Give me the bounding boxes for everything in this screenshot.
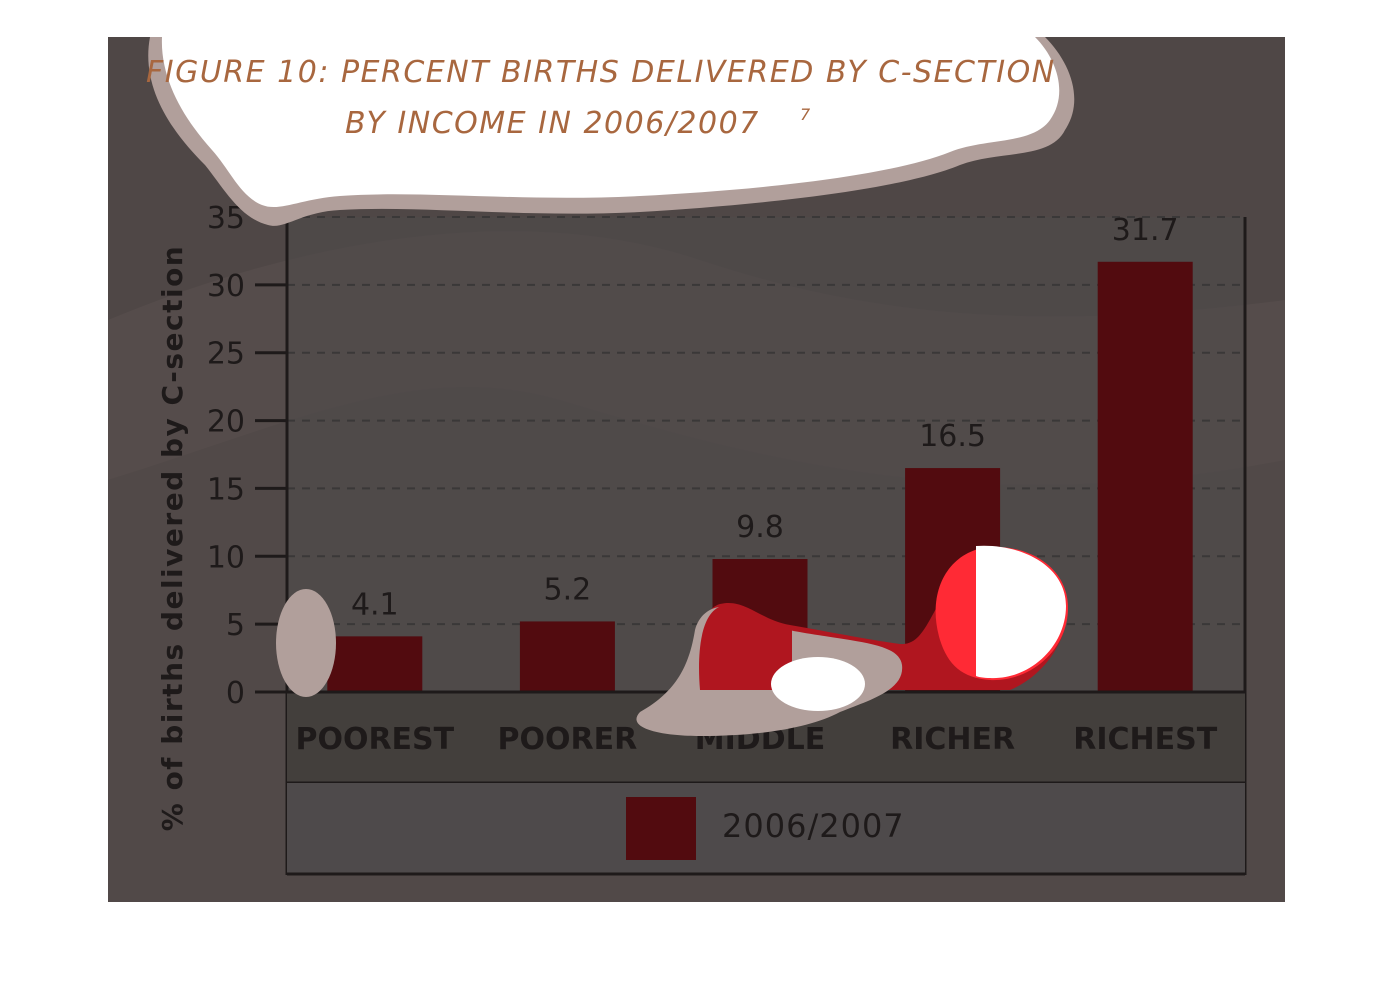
bar-poorest [327, 636, 423, 692]
bar-poorer [519, 621, 615, 692]
y-tick-label: 5 [226, 608, 245, 643]
legend-box [287, 783, 1245, 874]
value-label: 16.5 [919, 419, 986, 454]
footnote-marker: 7 [800, 105, 811, 124]
figure-title: FIGURE 10: PERCENT BIRTHS DELIVERED BY C… [146, 55, 1056, 90]
legend-label: 2006/2007 [722, 807, 905, 845]
white-highlight [976, 545, 1066, 679]
value-label: 9.8 [736, 510, 784, 545]
red-highlight-blob [699, 605, 792, 690]
category-label: RICHEST [1073, 722, 1217, 757]
value-labels: 4.1 5.2 9.8 16.5 31.7 [351, 213, 1179, 623]
title-cloud [161, 37, 1060, 208]
value-label: 4.1 [351, 587, 399, 622]
figure-title-line2: BY INCOME IN 2006/2007 [345, 106, 760, 141]
category-label: POORER [498, 722, 638, 757]
y-tick-label: 10 [207, 540, 245, 575]
white-spot [771, 657, 865, 711]
bar-richest [1097, 261, 1193, 692]
category-label: POOREST [295, 722, 454, 757]
y-tick-label: 0 [226, 676, 245, 711]
poorest-highlight [276, 589, 336, 697]
y-tick-label: 20 [207, 405, 245, 440]
category-label: RICHER [890, 722, 1015, 757]
y-tick-label: 30 [207, 269, 245, 304]
y-axis-label: % of births delivered by C-section [156, 245, 189, 831]
y-tick-label: 15 [207, 472, 245, 507]
value-label: 5.2 [544, 572, 592, 607]
legend-swatch [626, 797, 696, 860]
gridlines [287, 216, 1245, 626]
y-tick-label: 25 [207, 337, 245, 372]
value-label: 31.7 [1112, 213, 1179, 248]
